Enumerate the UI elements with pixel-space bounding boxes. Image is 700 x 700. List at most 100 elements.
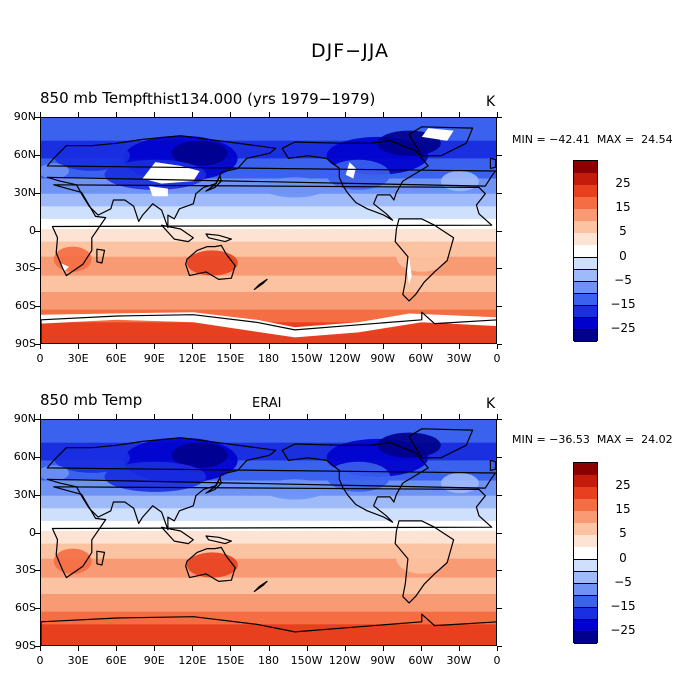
lon-tick (78, 646, 80, 651)
temp-anomaly-region (263, 177, 327, 198)
coastline (253, 278, 268, 291)
coastline (205, 175, 222, 192)
lon-tick-label: 30E (67, 654, 89, 667)
lat-tick (497, 117, 502, 118)
lon-tick (230, 112, 232, 117)
lon-tick (230, 646, 232, 651)
colorbar-label: −15 (610, 296, 636, 311)
colorbar-swatch (574, 631, 597, 645)
lon-tick (306, 646, 308, 651)
colorbar-swatch (574, 511, 597, 524)
temp-band (41, 531, 496, 545)
temp-anomaly-region (326, 159, 391, 190)
lat-tick (35, 419, 40, 420)
lat-tick (497, 344, 502, 345)
lon-tick-label: 150W (290, 654, 323, 667)
lon-tick (458, 112, 460, 117)
colorbar-swatch (574, 245, 597, 259)
temp-anomaly-region (171, 442, 228, 468)
panel-bottom-title: 850 mb Temp (40, 391, 143, 409)
lon-tick (154, 646, 156, 651)
coastline (281, 140, 429, 221)
lat-tick-label: 60N (13, 449, 36, 463)
lat-tick (497, 570, 502, 572)
panel-top-minmax: MIN = −42.41 MAX = 24.54 (512, 133, 673, 146)
lon-tick (382, 414, 384, 419)
lon-tick (344, 646, 346, 651)
temp-band (41, 241, 496, 258)
temp-anomaly-region (377, 432, 441, 458)
lon-tick (154, 112, 156, 117)
lon-tick-label: 0 (36, 352, 44, 365)
panel-top-subtitle: fthist134.000 (yrs 1979−1979) (142, 90, 376, 108)
colorbar-swatch (574, 595, 597, 609)
lon-tick-label: 0 (493, 654, 501, 667)
temp-band (41, 543, 496, 560)
colorbar-label: 5 (619, 224, 627, 239)
lon-tick-label: 30E (67, 352, 89, 365)
panel-bottom-unit: K (486, 396, 496, 412)
colorbar-swatch (574, 209, 597, 222)
lon-tick (420, 344, 422, 349)
lon-tick (192, 344, 194, 349)
lon-tick (458, 414, 460, 419)
colorbar-top (573, 160, 598, 343)
missing-data-region (406, 256, 412, 285)
lat-tick (35, 494, 40, 496)
colorbar-swatch (574, 547, 597, 561)
temp-band (41, 275, 496, 293)
coastline (205, 233, 232, 243)
temp-band (41, 624, 496, 645)
temp-band (41, 256, 496, 277)
missing-data-region (345, 162, 356, 179)
lat-tick-label: 90S (15, 337, 36, 350)
map-bottom-field (41, 420, 496, 645)
colorbar-label: 15 (615, 502, 631, 517)
temp-band (41, 229, 496, 243)
lon-tick (420, 414, 422, 419)
lat-tick (35, 456, 40, 458)
colorbar-swatch (574, 583, 597, 597)
coastline (489, 459, 496, 472)
lat-tick (497, 532, 502, 534)
lat-tick (35, 344, 40, 345)
lon-tick-label: 150W (290, 352, 323, 365)
lon-tick (40, 344, 41, 349)
temp-band (41, 520, 496, 532)
temp-anomaly-region (171, 140, 228, 166)
lon-tick-label: 120W (328, 352, 361, 365)
lon-tick (268, 344, 270, 349)
temp-anomaly-region (396, 543, 448, 574)
lon-tick (268, 646, 270, 651)
lon-tick-label: 60E (105, 352, 127, 365)
colorbar-swatch (574, 269, 597, 283)
lat-tick (35, 192, 40, 194)
colorbar-swatch (574, 463, 597, 476)
colorbar-bottom (573, 462, 598, 645)
lon-tick (40, 646, 41, 651)
coastline (489, 157, 496, 170)
lat-tick-label: 0 (29, 525, 36, 539)
lat-tick (497, 192, 502, 194)
temp-band (41, 594, 496, 613)
colorbar-label: −25 (610, 622, 636, 637)
colorbar-swatch (574, 607, 597, 621)
lon-tick-label: 180 (258, 654, 279, 667)
panel-bottom-subtitle: ERAI (252, 396, 282, 411)
lat-tick (35, 532, 40, 534)
temp-anomaly-region (187, 552, 238, 578)
colorbar-swatch (574, 197, 597, 210)
temp-anomaly-region (53, 140, 130, 171)
lon-tick (268, 112, 270, 117)
colorbar-swatch (574, 293, 597, 307)
lon-tick (382, 344, 384, 349)
coastline (394, 520, 455, 604)
temp-band (41, 577, 496, 595)
lon-tick-label: 30W (446, 352, 472, 365)
lat-tick (497, 456, 502, 458)
temp-band (41, 118, 496, 142)
lon-tick (306, 344, 308, 349)
colorbar-swatch (574, 317, 597, 331)
coastline (408, 428, 474, 459)
lon-tick-label: 150E (216, 352, 245, 365)
